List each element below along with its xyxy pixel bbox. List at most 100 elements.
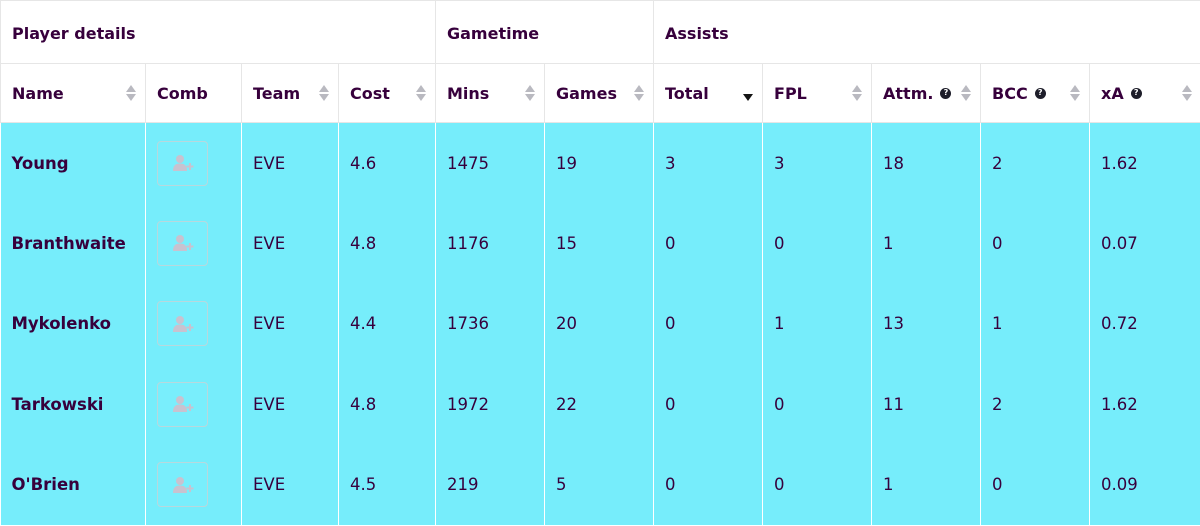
xa-cell: 0.09 [1089,444,1200,525]
add-user-icon [172,315,193,332]
table-row[interactable]: Branthwaite EVE 4.8 1176 15 0 0 1 0 0.07 [0,203,1200,284]
column-header-inner: Total [665,84,762,103]
sort-down-arrow [1182,94,1193,101]
xa-cell: 1.62 [1089,122,1200,203]
column-label-cost: Cost [350,83,390,103]
sort-updown-icon[interactable] [851,85,863,101]
column-header-label-wrap: Cost [350,84,390,103]
question-circle-icon[interactable]: ? [1034,87,1046,99]
sort-updown-icon[interactable] [1069,85,1081,101]
column-label-mins: Mins [447,83,490,103]
column-header-label-wrap: Games [556,84,617,103]
column-header-team[interactable]: Team [241,63,339,123]
group-header-gametime: Gametime [435,0,655,64]
column-label-name: Name [12,83,64,103]
sort-down-arrow [525,94,535,101]
column-header-comb: Comb [145,63,242,123]
column-header-inner: Name [12,84,145,103]
sort-updown-icon[interactable] [1181,85,1193,101]
total-cell: 3 [653,122,764,203]
column-header-fpl[interactable]: FPL [762,63,873,123]
question-circle-icon[interactable]: ? [940,87,952,99]
table-row[interactable]: O'Brien EVE 4.5 219 5 0 0 1 0 0.09 [0,444,1200,525]
sort-updown-icon[interactable] [633,85,645,101]
team-cell: EVE [241,364,339,445]
column-header-attm[interactable]: Attm.? [871,63,982,123]
sort-updown-icon[interactable] [960,85,972,101]
column-header-inner: Mins [447,84,544,103]
sort-updown-icon[interactable] [318,85,330,101]
add-user-icon [172,235,193,252]
total-cell: 0 [653,364,764,445]
sort-updown-icon[interactable] [125,85,137,101]
xa-cell: 0.07 [1089,203,1200,284]
column-header-inner: Cost [350,84,435,103]
name-cell[interactable]: Young [0,122,146,203]
group-header-player-details: Player details [0,0,436,64]
column-header-games[interactable]: Games [544,63,655,123]
column-header-mins[interactable]: Mins [435,63,545,123]
column-header-row: Name Comb Team Cost Mins Games Total FPL Attm.? B… [0,63,1200,123]
cost-cell: 4.6 [338,122,436,203]
question-circle-icon[interactable]: ? [1130,87,1142,99]
mins-cell: 1176 [435,203,545,284]
table-row[interactable]: Young EVE 4.6 1475 19 3 3 18 2 1.62 [0,122,1200,203]
add-player-button[interactable] [157,301,208,347]
sort-up-arrow [416,85,426,92]
name-cell[interactable]: Mykolenko [0,283,146,364]
name-cell[interactable]: O'Brien [0,444,146,525]
table-row[interactable]: Mykolenko EVE 4.4 1736 20 0 1 13 1 0.72 [0,283,1200,364]
group-header-assists: Assists [653,0,1200,64]
column-label-total: Total [665,83,709,103]
sort-updown-icon[interactable] [415,85,427,101]
sort-up-arrow [126,85,136,92]
name-cell[interactable]: Tarkowski [0,364,146,445]
sort-down-arrow [961,94,972,101]
mins-cell: 1736 [435,283,545,364]
name-cell[interactable]: Branthwaite [0,203,146,284]
column-header-inner: BCC? [992,84,1089,103]
column-header-label-wrap: Team [253,84,300,103]
attm-cell: 1 [871,444,982,525]
xa-cell: 1.62 [1089,364,1200,445]
column-header-inner: Games [556,84,653,103]
sort-down-arrow [743,94,754,101]
column-header-cost[interactable]: Cost [338,63,436,123]
column-header-xa[interactable]: xA? [1089,63,1200,123]
column-header-label-wrap: xA? [1101,84,1142,103]
fpl-cell: 3 [762,122,873,203]
table-row[interactable]: Tarkowski EVE 4.8 1972 22 0 0 11 2 1.62 [0,364,1200,445]
sort-up-arrow [852,85,863,92]
add-player-button[interactable] [157,381,208,427]
mins-cell: 219 [435,444,545,525]
sort-updown-icon[interactable] [524,85,536,101]
comb-cell [145,203,242,284]
column-label-comb: Comb [157,83,208,103]
table-header: Player details Gametime Assists Name Comb Te… [0,0,1200,123]
column-header-name[interactable]: Name [0,63,146,123]
cost-cell: 4.4 [338,283,436,364]
column-label-team: Team [253,83,301,103]
add-player-button[interactable] [157,140,208,186]
attm-cell: 1 [871,203,982,284]
sort-up-arrow [961,85,972,92]
total-cell: 0 [653,203,764,284]
sort-up-arrow [319,85,329,92]
column-header-bcc[interactable]: BCC? [980,63,1091,123]
team-cell: EVE [241,444,339,525]
bcc-cell: 0 [980,444,1091,525]
column-header-label-wrap: Total [665,84,709,103]
xa-cell: 0.72 [1089,283,1200,364]
team-cell: EVE [241,122,339,203]
add-player-button[interactable] [157,462,208,508]
column-header-inner: FPL [774,84,871,103]
sort-down-arrow [416,94,426,101]
cost-cell: 4.5 [338,444,436,525]
sort-up-arrow [743,85,754,92]
sort-desc-icon[interactable] [742,85,754,101]
add-player-button[interactable] [157,220,208,266]
fpl-cell: 0 [762,444,873,525]
column-header-total[interactable]: Total [653,63,764,123]
column-header-inner: xA? [1101,84,1200,103]
